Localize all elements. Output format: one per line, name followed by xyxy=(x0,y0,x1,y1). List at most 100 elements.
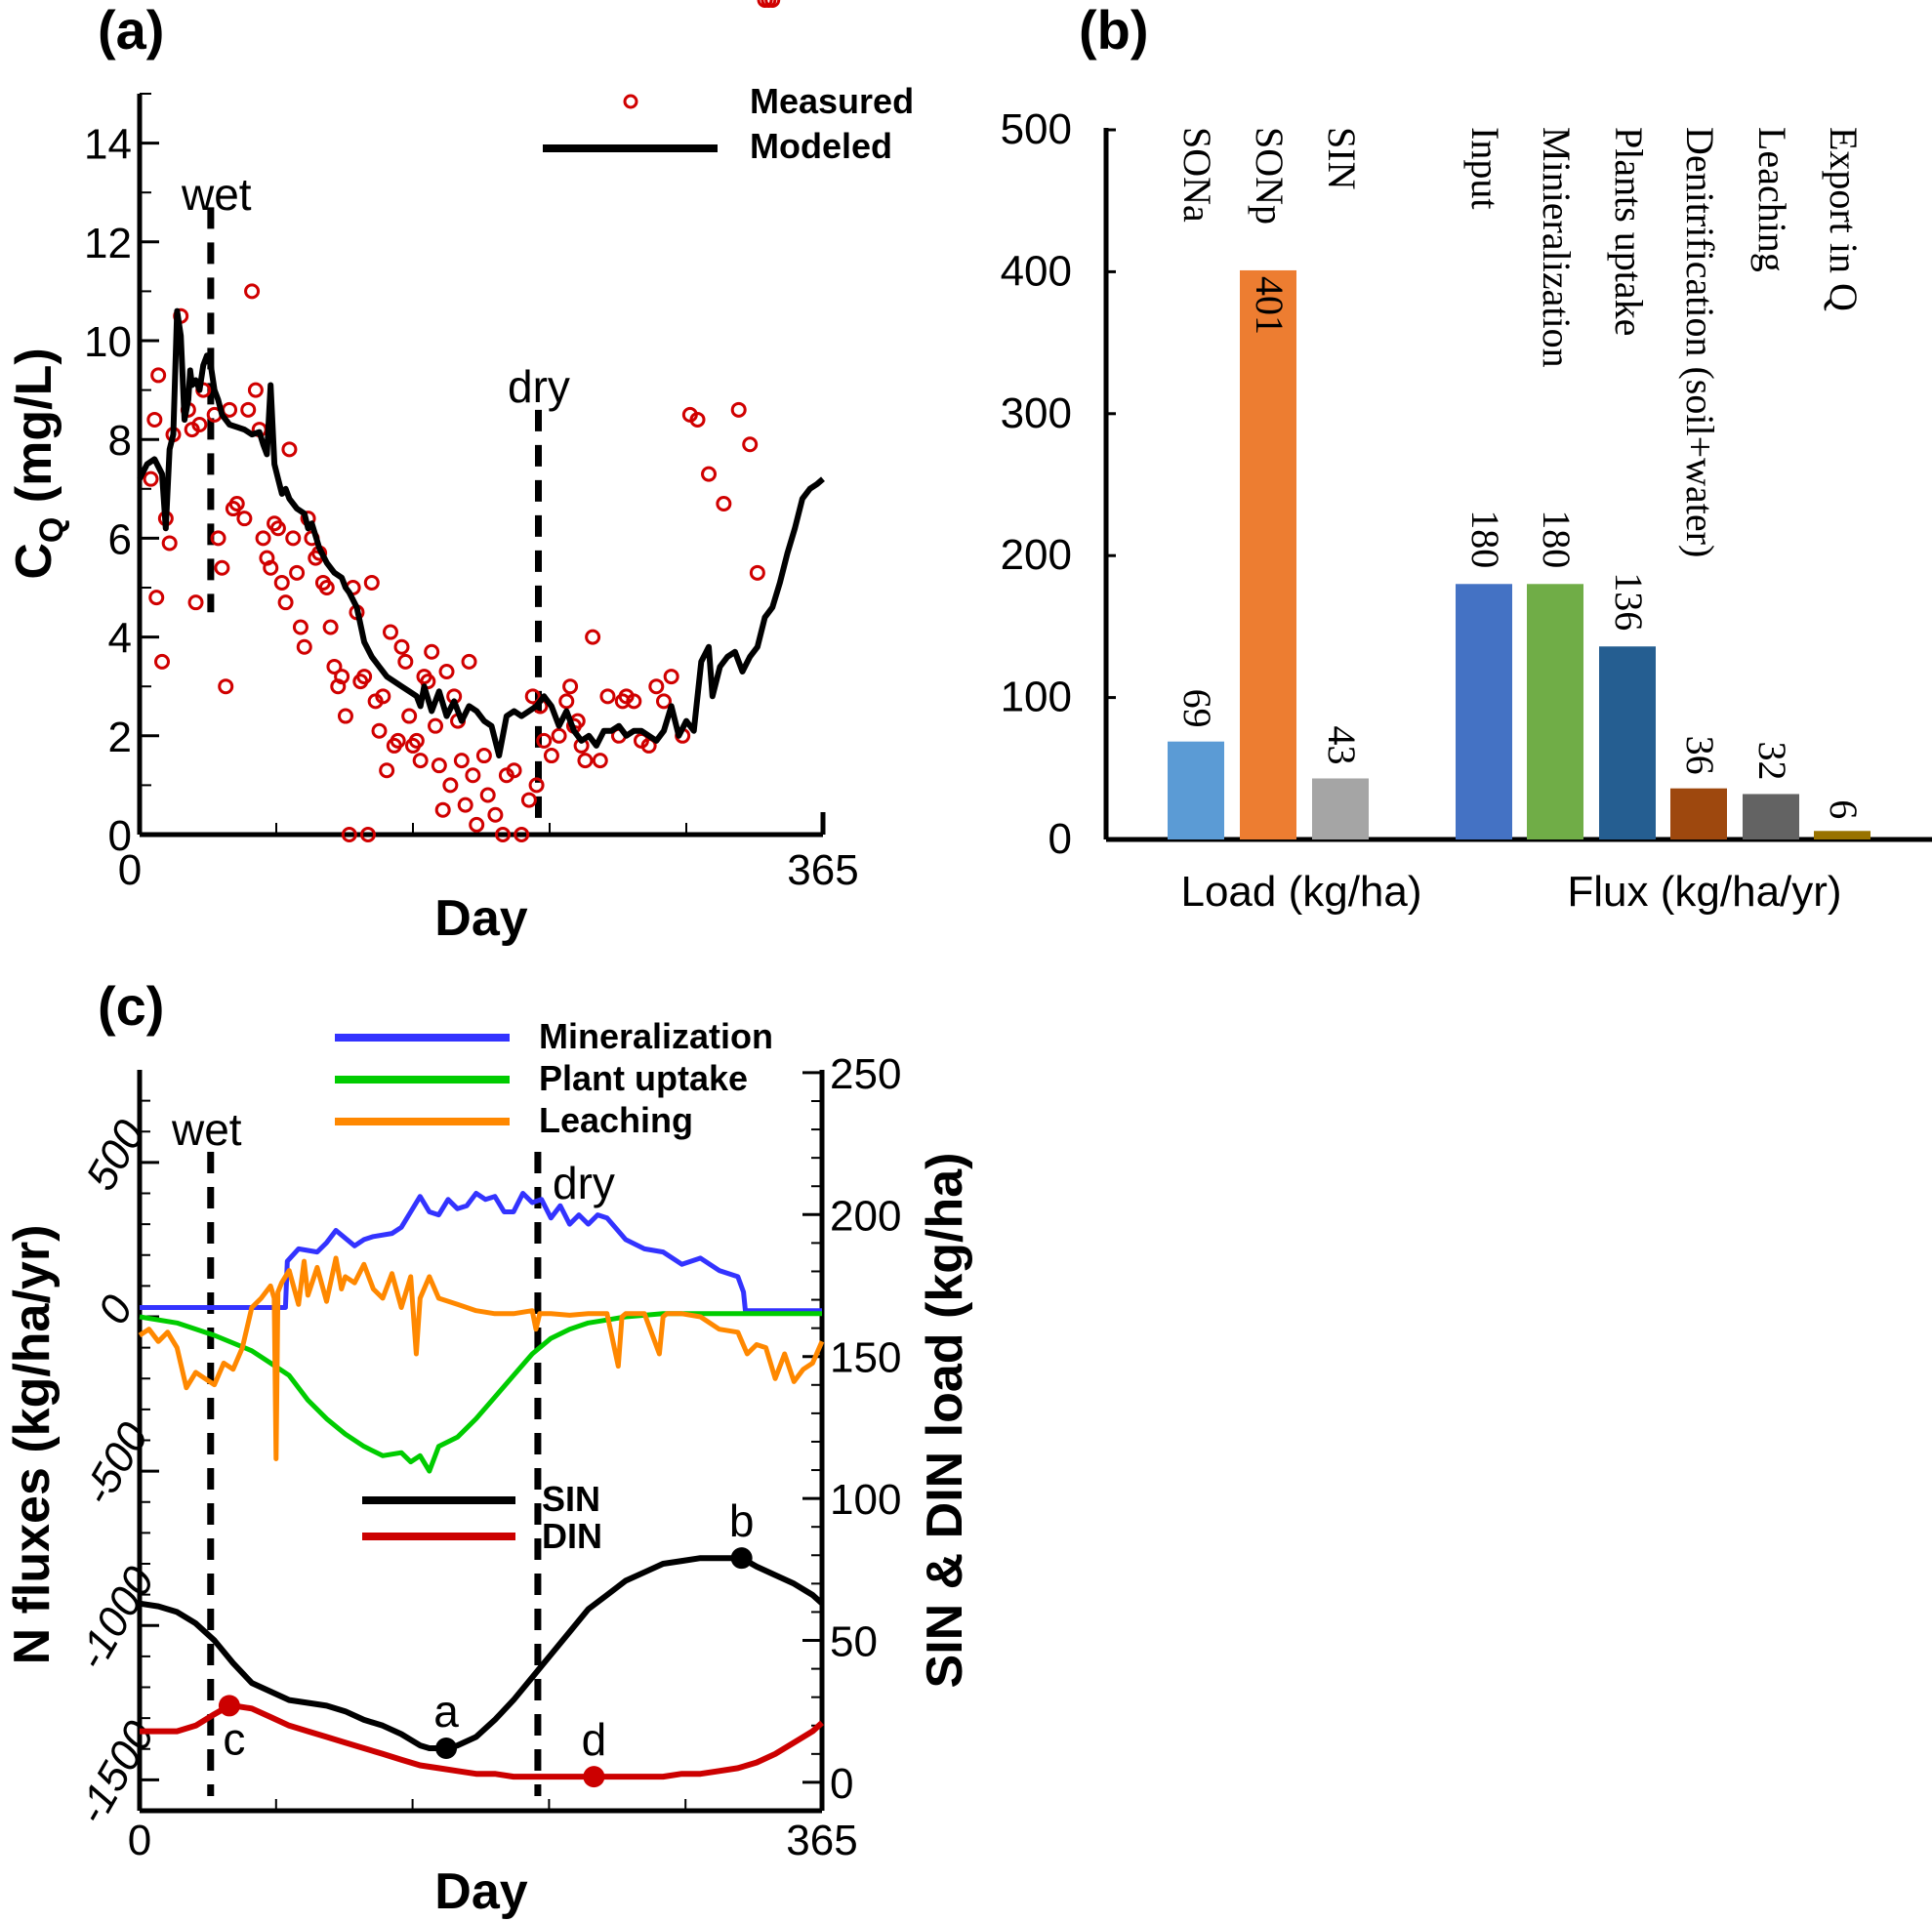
measured-point xyxy=(146,411,163,428)
bar-value-label: 6 xyxy=(1822,799,1866,819)
y-tick-label: 400 xyxy=(1001,247,1072,295)
measured-point xyxy=(322,619,339,635)
category-label: Input xyxy=(1463,127,1507,209)
measured-point xyxy=(506,762,522,779)
x-tick-label-365: 365 xyxy=(787,846,858,894)
panel-label-a: (a) xyxy=(98,0,164,61)
right-tick-label: 0 xyxy=(830,1760,853,1808)
x-tick-label-0: 0 xyxy=(118,846,142,894)
marker-label-c: c xyxy=(223,1713,245,1764)
measured-point xyxy=(479,787,496,803)
marker-a xyxy=(435,1738,458,1760)
bar-input xyxy=(1456,584,1512,839)
leaching-line xyxy=(138,1255,825,1461)
measured-point xyxy=(326,658,343,675)
measured-point xyxy=(428,717,444,734)
measured-point xyxy=(191,417,208,433)
bar-value-label: 32 xyxy=(1750,741,1794,780)
bar-value-label: 43 xyxy=(1320,725,1364,764)
category-label: SIN xyxy=(1320,127,1364,189)
x-axis-title-a: Day xyxy=(434,890,527,947)
measured-point xyxy=(487,806,504,823)
measured-point xyxy=(558,693,575,710)
measured-point xyxy=(143,470,159,487)
bar-minieralization xyxy=(1527,584,1583,839)
panel-a-chart: 0 2 4 6 8 10 12 14 Measured Modeled wet dry 0 3… xyxy=(6,0,914,947)
right-tick-label: 250 xyxy=(830,1050,901,1098)
measured-point xyxy=(393,638,410,655)
category-label: SONa xyxy=(1175,127,1219,223)
modeled-line xyxy=(137,307,825,758)
bar-value-label: 401 xyxy=(1248,276,1292,335)
measured-point xyxy=(337,708,353,724)
measured-point xyxy=(281,441,298,458)
marker-label-d: d xyxy=(582,1714,607,1765)
measured-point xyxy=(453,753,470,769)
measured-point xyxy=(442,777,459,794)
measured-point xyxy=(438,664,455,680)
measured-point xyxy=(397,653,414,670)
marker-c xyxy=(218,1695,240,1717)
measured-point xyxy=(228,495,245,511)
measured-point xyxy=(408,732,425,749)
measured-point xyxy=(520,792,537,808)
y-tick-label: 12 xyxy=(84,220,132,267)
bar-export-in-q xyxy=(1814,831,1870,839)
y-tick-label: 500 xyxy=(1001,105,1072,153)
measured-point xyxy=(543,748,559,764)
marker-b xyxy=(730,1547,753,1570)
measured-point xyxy=(412,753,429,769)
measured-point xyxy=(375,688,391,705)
group-label-load: Load (kg/ha) xyxy=(1180,868,1421,916)
measured-point xyxy=(154,653,171,670)
measured-point xyxy=(273,574,290,591)
measured-point xyxy=(214,559,230,576)
measured-point xyxy=(296,638,312,655)
measured-point xyxy=(356,669,373,685)
y-tick-label: 8 xyxy=(108,417,132,465)
measured-point xyxy=(461,653,477,670)
measured-point xyxy=(240,401,257,418)
measured-point xyxy=(469,816,485,833)
measured-point xyxy=(318,580,335,595)
measured-point xyxy=(363,574,380,591)
measured-point xyxy=(247,382,264,398)
bar-value-label: 180 xyxy=(1463,510,1507,568)
x-tick-label-365-c: 365 xyxy=(786,1817,857,1864)
wet-annotation-c: wet xyxy=(171,1104,242,1155)
sin-line xyxy=(139,1555,825,1751)
y-axis-title-left-c: N fluxes (kg/ha/yr) xyxy=(4,1225,61,1665)
legend-leaching-label: Leaching xyxy=(539,1100,693,1140)
measured-point xyxy=(269,520,286,537)
bar-leaching xyxy=(1743,794,1799,839)
right-tick-label: 50 xyxy=(830,1618,878,1666)
wet-annotation-a: wet xyxy=(181,169,252,220)
left-tick-label: -1000 xyxy=(67,1559,164,1678)
y-tick-label: 10 xyxy=(84,318,132,366)
legend-mineralization-label: Mineralization xyxy=(539,1016,773,1056)
measured-point xyxy=(648,678,665,695)
legend-sin-label: SIN xyxy=(542,1479,600,1519)
left-tick-label: 0 xyxy=(89,1287,143,1331)
y-tick-label: 6 xyxy=(108,515,132,563)
measured-point xyxy=(431,757,447,774)
measured-point xyxy=(764,0,781,8)
measured-point xyxy=(551,727,567,744)
measured-point xyxy=(577,753,594,769)
plant-uptake-line xyxy=(139,1311,822,1474)
legend-din-label: DIN xyxy=(542,1516,602,1556)
measured-point xyxy=(689,411,706,428)
din-line xyxy=(140,1702,825,1780)
measured-point xyxy=(334,669,350,685)
left-tick-label: -500 xyxy=(73,1414,158,1513)
left-tick-label: 500 xyxy=(77,1112,154,1199)
measured-point xyxy=(289,564,306,581)
legend-modeled-label: Modeled xyxy=(750,126,892,166)
measured-point xyxy=(371,722,388,739)
measured-point xyxy=(379,762,395,779)
measured-point xyxy=(390,732,406,749)
measured-point xyxy=(218,678,234,695)
measured-point xyxy=(592,753,608,769)
